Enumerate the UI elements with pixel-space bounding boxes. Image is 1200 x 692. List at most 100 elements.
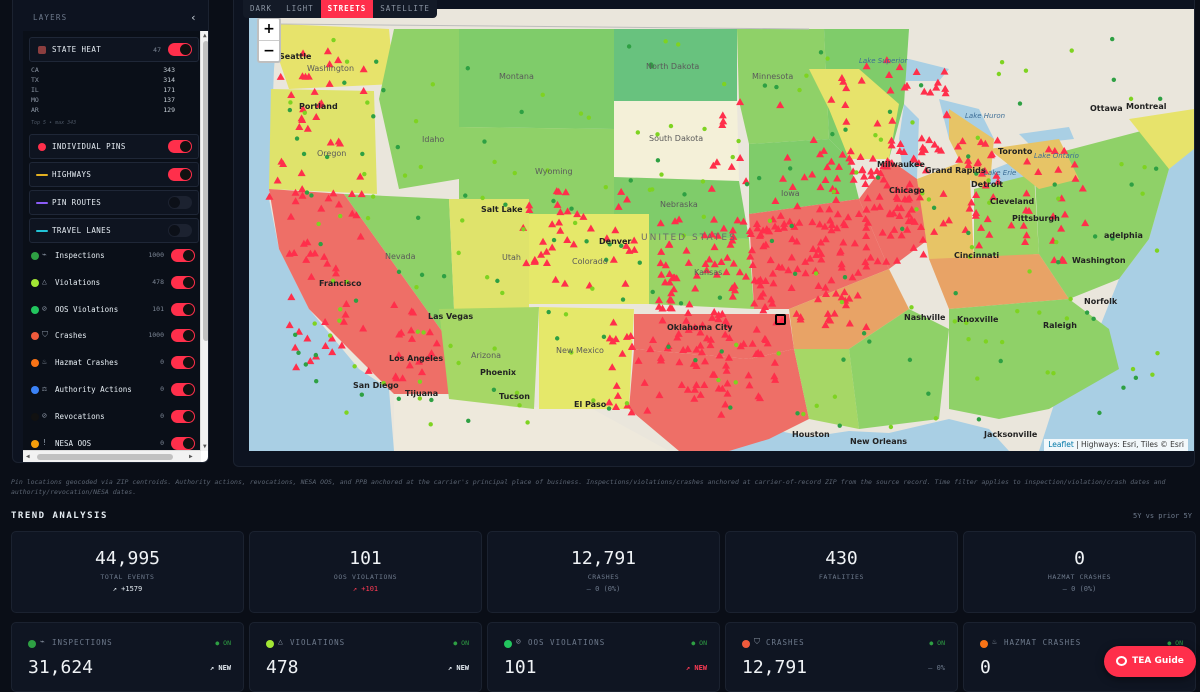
crash-pin[interactable] [671,217,680,225]
inspection-pin[interactable] [730,154,735,160]
inspection-pin[interactable] [1027,269,1032,274]
inspection-pin[interactable] [832,394,838,399]
inspection-pin[interactable] [591,398,596,403]
crash-pin[interactable] [701,357,710,365]
crash-pin[interactable] [1024,206,1033,214]
crash-pin[interactable] [728,236,737,244]
horizontal-scrollbar[interactable]: ◀ ▶ [23,450,201,462]
crash-pin[interactable] [702,334,711,342]
crash-pin[interactable] [834,162,843,170]
inspection-pin[interactable] [914,207,919,212]
zoom-out-button[interactable]: − [259,40,279,62]
crash-pin[interactable] [867,167,876,175]
crash-pin[interactable] [964,156,973,164]
crash-pin[interactable] [850,239,859,247]
crash-pin[interactable] [833,210,842,218]
crash-pin[interactable] [276,72,285,80]
inspection-pin[interactable] [415,329,421,334]
crash-pin[interactable] [298,191,307,199]
crash-pin[interactable] [746,252,755,260]
crash-pin[interactable] [756,230,765,238]
layer-toggle[interactable] [171,249,195,262]
inspection-pin[interactable] [413,118,419,124]
crash-pin[interactable] [1078,184,1087,192]
crash-pin[interactable] [630,245,639,253]
crash-pin[interactable] [783,153,792,161]
crash-pin[interactable] [838,150,847,158]
crash-pin[interactable] [617,187,626,195]
inspection-pin[interactable] [448,343,453,349]
category-card[interactable]: ⛉ CRASHES ● ON 12,791 — 0% [725,622,958,692]
crash-pin[interactable] [736,154,745,162]
inspection-pin[interactable] [606,406,612,411]
crash-pin[interactable] [560,279,569,287]
inspection-pin[interactable] [909,305,914,310]
crash-pin[interactable] [917,148,926,156]
inspection-pin[interactable] [344,59,350,64]
layer-toggle[interactable] [171,302,195,316]
inspection-pin[interactable] [492,159,497,165]
crash-pin[interactable] [817,255,826,263]
crash-pin[interactable] [920,87,929,95]
crash-pin[interactable] [722,268,731,276]
inspection-pin[interactable] [1023,68,1029,73]
crash-pin[interactable] [692,381,701,389]
inspection-pin[interactable] [966,337,971,342]
inspection-pin[interactable] [966,230,971,236]
crash-pin[interactable] [706,341,715,349]
inspection-pin[interactable] [540,92,545,98]
inspection-pin[interactable] [1056,196,1061,201]
crash-pin[interactable] [981,181,990,189]
crash-pin[interactable] [356,172,365,180]
inspection-pin[interactable] [512,170,517,176]
inspection-pin[interactable] [578,111,584,116]
inspection-pin[interactable] [931,205,937,210]
crash-pin[interactable] [609,255,618,263]
crash-pin[interactable] [398,374,407,382]
crash-pin[interactable] [291,197,300,205]
inspection-pin[interactable] [825,56,830,61]
crash-pin[interactable] [873,257,882,265]
inspection-pin[interactable] [736,138,741,144]
layer-toggle[interactable] [171,329,195,343]
crash-pin[interactable] [683,385,692,393]
inspection-pin[interactable] [482,139,487,144]
crash-pin[interactable] [525,201,534,209]
crash-pin[interactable] [696,390,705,398]
inspection-pin[interactable] [545,168,550,173]
crash-pin[interactable] [292,363,301,371]
crash-pin[interactable] [323,47,332,55]
crash-pin[interactable] [733,216,742,224]
crash-pin[interactable] [876,169,885,177]
crash-pin[interactable] [551,275,560,283]
inspection-pin[interactable] [1091,316,1096,322]
crash-pin[interactable] [809,244,818,252]
inspection-pin[interactable] [1121,385,1126,390]
crash-pin[interactable] [808,170,817,178]
crash-pin[interactable] [684,258,693,266]
crash-pin[interactable] [862,232,871,240]
crash-pin[interactable] [608,363,617,371]
crash-pin[interactable] [1071,174,1080,182]
crash-pin[interactable] [666,304,675,312]
inspection-pin[interactable] [626,44,632,49]
crash-pin[interactable] [943,111,952,119]
crash-pin[interactable] [723,389,732,397]
scroll-up-arrow-icon[interactable]: ▲ [203,32,207,39]
crash-pin[interactable] [297,169,306,177]
inspection-pin[interactable] [1068,296,1073,302]
inspection-pin[interactable] [302,110,307,115]
layer-row-revocations[interactable]: ⊘ Revocations 0 [29,407,201,427]
crash-pin[interactable] [721,400,730,408]
inspection-pin[interactable] [303,362,309,367]
crash-pin[interactable] [780,223,789,231]
crash-pin[interactable] [677,381,686,389]
crash-pin[interactable] [698,321,707,329]
crash-pin[interactable] [715,351,724,359]
inspection-pin[interactable] [1084,310,1090,315]
inspection-pin[interactable] [926,391,931,396]
crash-pin[interactable] [710,370,719,378]
crash-pin[interactable] [771,222,780,230]
crash-pin[interactable] [862,243,871,251]
crash-pin[interactable] [841,301,850,309]
